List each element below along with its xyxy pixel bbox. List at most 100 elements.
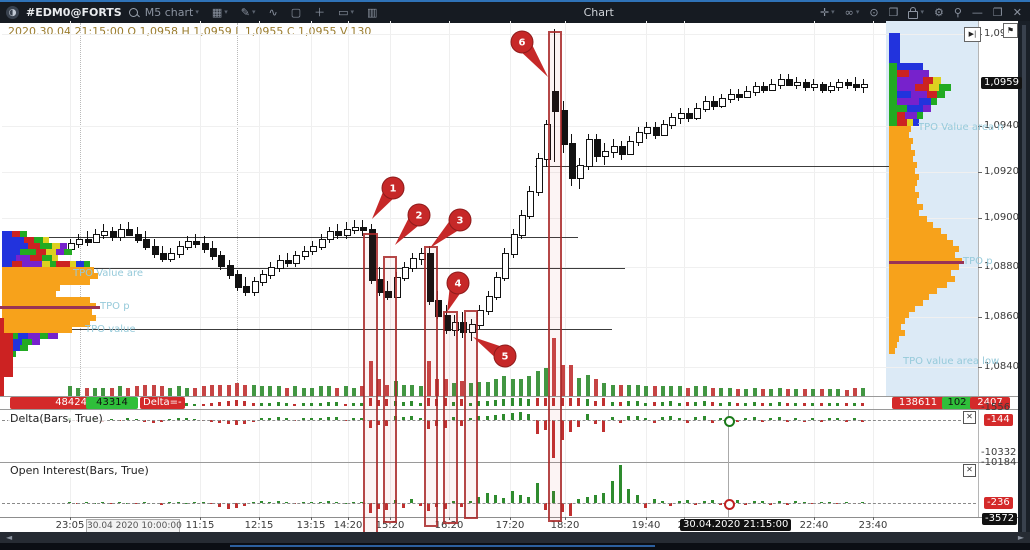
volume-bar <box>677 386 682 396</box>
left-profile-segment <box>28 333 40 339</box>
oi-zero-line <box>2 503 976 504</box>
dom-icon[interactable]: ▥ <box>367 6 378 19</box>
open-interest-bar <box>193 502 197 503</box>
settings-icon[interactable]: ⚙ <box>933 6 944 19</box>
volume-bar <box>510 379 515 396</box>
draw-icon[interactable]: ✎ ▾ <box>240 6 256 19</box>
open-interest-bar <box>777 501 781 503</box>
delta-bar <box>685 420 689 423</box>
candle-body <box>761 86 768 91</box>
volume-bar <box>710 388 715 396</box>
right-profile-segment <box>905 112 917 119</box>
price-axis[interactable] <box>978 21 1019 532</box>
toolbar-right-tools: ✛ ▾ ∞ ▾ ⊙ ❐ ▾ ⚙ ⚲ — ❐ ✕ <box>820 3 1030 22</box>
crosshair-icon[interactable]: ✛ ▾ <box>819 6 835 19</box>
copy-icon[interactable]: ❐ <box>888 6 899 19</box>
right-profile-segment <box>931 98 937 105</box>
open-interest-bar <box>635 495 639 503</box>
close-icon[interactable]: ✕ <box>1012 6 1022 19</box>
volume-strip-bar <box>326 402 330 406</box>
scroll-left-icon[interactable]: ◄ <box>6 533 13 542</box>
volume-bar <box>685 388 690 396</box>
add-icon[interactable]: ＋ <box>314 6 326 19</box>
indicator-icon[interactable]: ∿ <box>268 6 278 19</box>
delta-bar <box>719 418 723 420</box>
volume-bar <box>376 379 381 396</box>
right-profile-segment <box>923 77 933 84</box>
right-profile-bar <box>889 132 909 138</box>
lock-icon[interactable]: ▾ <box>908 3 924 22</box>
candle-body <box>385 290 393 298</box>
volume-strip-bar <box>209 403 213 406</box>
time-tick-dash <box>390 517 391 520</box>
volume-strip-bar <box>577 398 581 406</box>
candle-body <box>218 255 226 267</box>
volume-strip-bar <box>560 398 564 406</box>
camera-icon[interactable]: ⊙ <box>869 6 879 19</box>
right-profile-segment <box>919 98 931 105</box>
volume-strip-bar <box>402 402 405 406</box>
search-icon[interactable] <box>128 8 138 17</box>
volume-strip-bar <box>819 403 823 406</box>
candle-body <box>719 98 727 108</box>
left-profile-segment <box>36 249 46 255</box>
timeframe-selector[interactable]: M5 chart ▾ <box>145 3 199 22</box>
oi-panel-close-icon[interactable]: ✕ <box>963 464 976 477</box>
volume-bar <box>468 383 473 396</box>
object-icon[interactable]: ▢ <box>290 6 302 19</box>
volume-strip-bar <box>485 401 489 406</box>
right-profile-bar <box>889 276 955 282</box>
candle-wick <box>854 76 856 92</box>
left-profile-segment <box>42 261 50 267</box>
volume-bar <box>235 383 239 396</box>
open-interest-bar <box>493 495 497 503</box>
candle-wick <box>86 231 88 246</box>
delta-bar <box>569 420 572 432</box>
volume-bar <box>627 385 632 396</box>
delta-bar <box>794 418 798 420</box>
minimize-icon[interactable]: — <box>971 6 983 19</box>
layout-icon[interactable]: ▭ ▾ <box>338 6 355 19</box>
open-interest-bar <box>627 489 631 503</box>
oi-axis-label-2: -10184 <box>981 457 1017 468</box>
time-tick-dash <box>348 517 349 520</box>
price-tick-dash <box>978 218 982 219</box>
time-tick-dash <box>565 517 566 520</box>
annotation-box <box>383 256 397 523</box>
scroll-right-icon[interactable]: ► <box>1017 533 1024 542</box>
volume-strip-bar <box>318 403 322 406</box>
open-interest-bar <box>326 501 330 503</box>
right-profile-segment <box>907 105 923 112</box>
vertical-scrollbar[interactable] <box>1022 25 1026 540</box>
volume-strip-bar <box>602 398 606 406</box>
volume-strip-bar <box>452 402 456 406</box>
restore-icon[interactable]: ❐ <box>992 6 1003 19</box>
tpo-poc-label-right: TPO p <box>963 256 993 267</box>
delta-panel-close-icon[interactable]: ✕ <box>963 411 976 424</box>
instrument-symbol[interactable]: #EDM0@FORTS <box>26 6 122 19</box>
volume-strip-bar <box>218 402 222 406</box>
volume-strip-bar <box>677 403 681 406</box>
chart-type-icon[interactable]: ▦ ▾ <box>211 6 228 19</box>
flag-button[interactable]: ⚑ <box>1003 23 1018 38</box>
link-icon[interactable]: ∞ ▾ <box>844 6 860 19</box>
open-interest-bar <box>159 503 163 505</box>
delta-bar <box>518 412 522 420</box>
volume-bar <box>176 386 181 396</box>
pin-icon[interactable]: ⚲ <box>953 6 962 19</box>
volume-strip-bar <box>836 403 840 406</box>
app-logo-icon[interactable]: ◑ <box>6 6 19 19</box>
volume-bar <box>301 388 306 396</box>
volume-bar <box>460 381 465 396</box>
delta-bar <box>744 418 748 420</box>
goto-latest-button[interactable]: ▶| <box>964 27 981 42</box>
open-interest-bar <box>861 502 865 503</box>
horizontal-scrollbar[interactable]: ◄ ► <box>0 532 1030 543</box>
candle-body <box>318 238 326 248</box>
delta-zero-line <box>2 420 976 421</box>
volume-bar <box>360 386 365 396</box>
right-profile-bar <box>889 228 941 234</box>
volume-strip-bar <box>652 402 656 406</box>
